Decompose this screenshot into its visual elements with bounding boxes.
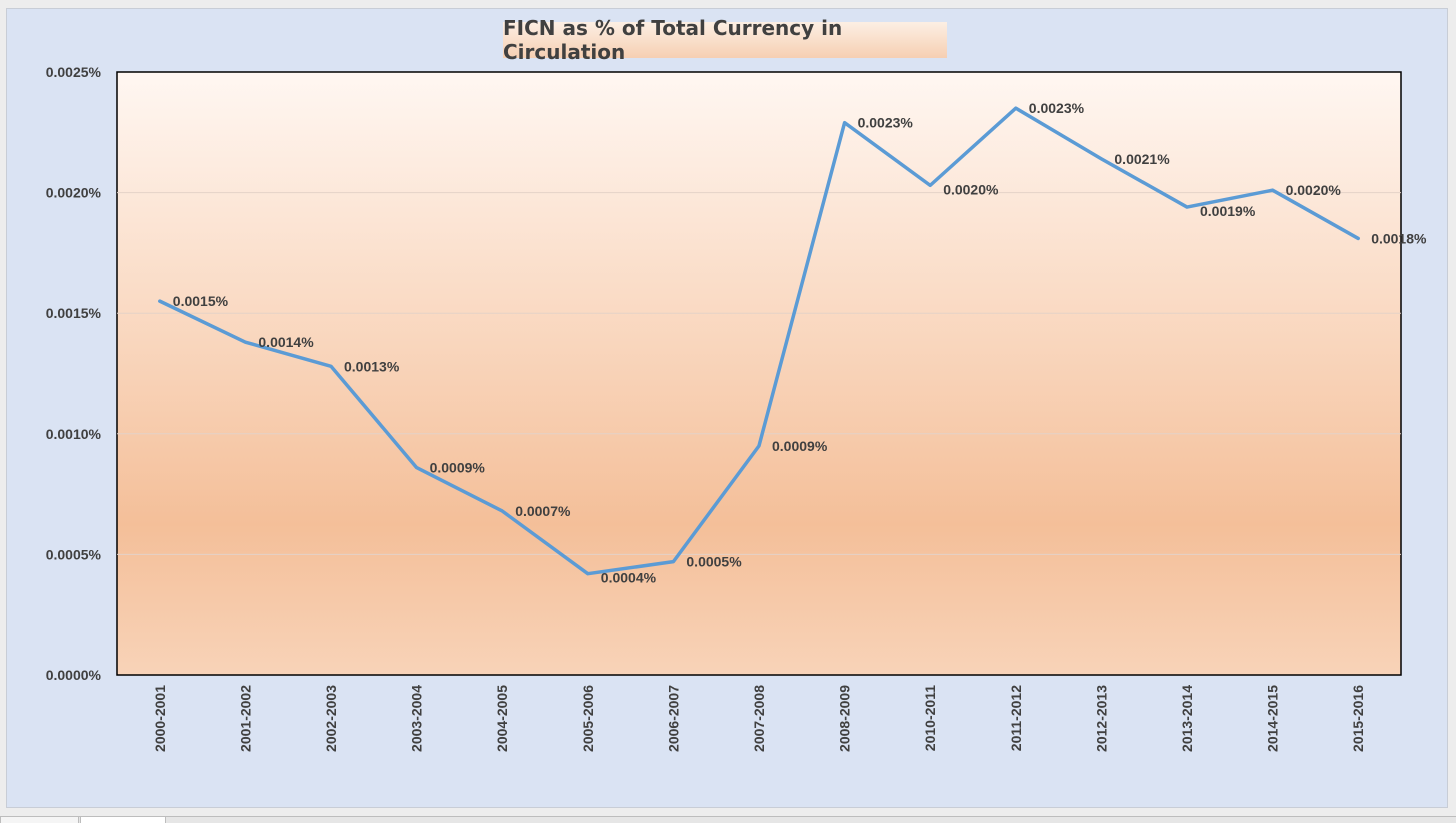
data-label: 0.0013%: [344, 358, 400, 374]
x-tick-label: 2012-2013: [1093, 685, 1109, 752]
x-tick-label: 2013-2014: [1179, 685, 1195, 752]
y-tick-label: 0.0015%: [46, 305, 102, 321]
data-label: 0.0014%: [258, 334, 314, 350]
x-tick-label: 2001-2002: [237, 685, 253, 752]
data-label: 0.0020%: [1286, 182, 1342, 198]
data-label: 0.0020%: [943, 181, 999, 197]
x-tick-label: 2008-2009: [837, 685, 853, 752]
data-label: 0.0009%: [772, 438, 828, 454]
x-tick-label: 2000-2001: [152, 685, 168, 752]
x-tick-label: 2015-2016: [1350, 685, 1366, 752]
sheet-tab-bar: [0, 816, 1456, 823]
x-tick-label: 2003-2004: [409, 685, 425, 752]
x-tick-label: 2004-2005: [494, 685, 510, 752]
data-label: 0.0019%: [1200, 203, 1256, 219]
y-tick-label: 0.0025%: [46, 64, 102, 80]
data-label: 0.0023%: [858, 115, 914, 131]
data-label: 0.0005%: [686, 554, 742, 570]
sheet-tab[interactable]: [0, 817, 79, 823]
x-tick-label: 2007-2008: [751, 685, 767, 752]
plot-area: [116, 71, 1402, 676]
x-tick-label: 2002-2003: [323, 685, 339, 752]
data-label: 0.0004%: [601, 570, 657, 586]
y-tick-label: 0.0020%: [46, 185, 102, 201]
data-label: 0.0018%: [1371, 230, 1427, 246]
y-tick-label: 0.0010%: [46, 426, 102, 442]
sheet-tab[interactable]: [80, 817, 166, 823]
data-label: 0.0015%: [173, 293, 229, 309]
data-label: 0.0007%: [515, 503, 571, 519]
x-tick-label: 2011-2012: [1008, 685, 1024, 751]
data-label: 0.0021%: [1114, 151, 1170, 167]
series-line: [158, 106, 1360, 576]
x-tick-label: 2005-2006: [580, 685, 596, 752]
x-tick-label: 2006-2007: [665, 685, 681, 752]
data-label: 0.0023%: [1029, 100, 1085, 116]
x-tick-label: 2010-2011: [922, 685, 938, 751]
x-tick-label: 2014-2015: [1265, 685, 1281, 752]
data-label: 0.0009%: [430, 460, 486, 476]
y-tick-label: 0.0000%: [46, 667, 102, 683]
y-tick-label: 0.0005%: [46, 546, 102, 562]
